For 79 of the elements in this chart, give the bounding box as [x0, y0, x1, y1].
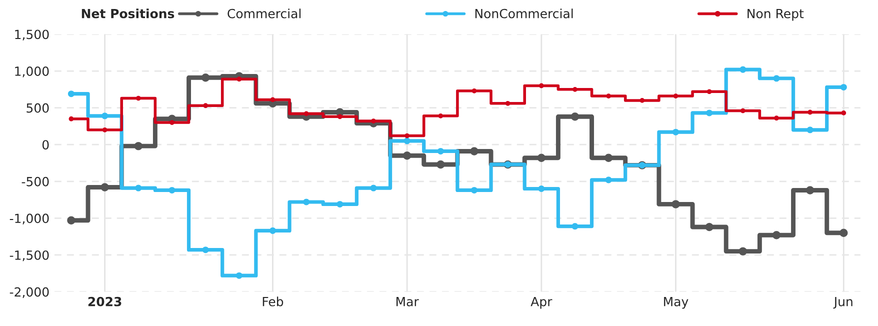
point: [538, 185, 545, 192]
point: [470, 186, 478, 194]
point: [303, 198, 310, 206]
point: [470, 147, 478, 156]
point: [337, 114, 342, 120]
point: [202, 246, 209, 254]
point: [170, 120, 174, 125]
point: [706, 89, 712, 94]
point: [134, 142, 142, 150]
point: [304, 111, 309, 116]
point: [604, 154, 613, 162]
point: [201, 74, 210, 82]
point: [402, 152, 412, 160]
x-tick-label: Feb: [262, 296, 284, 306]
point: [673, 94, 678, 98]
point: [404, 133, 410, 138]
point: [672, 200, 680, 208]
point: [538, 83, 544, 88]
point: [438, 113, 444, 118]
x-tick-label: Apr: [530, 297, 552, 309]
point: [404, 138, 410, 144]
point: [806, 186, 814, 194]
point: [472, 88, 477, 94]
point: [336, 200, 344, 208]
point: [808, 110, 812, 115]
point: [806, 126, 814, 134]
point: [840, 84, 847, 90]
point: [135, 184, 142, 192]
x-tick-label: Mar: [396, 297, 419, 306]
y-tick-label: 1,500: [15, 30, 49, 40]
point: [640, 98, 645, 103]
x-tick-label: 2023: [88, 296, 122, 306]
point: [203, 103, 208, 108]
point: [841, 110, 846, 116]
legend-label: Non Rept: [748, 9, 804, 21]
point: [537, 154, 546, 162]
point: [236, 76, 242, 82]
point: [436, 160, 445, 169]
legend-label: NonCommercial: [475, 8, 573, 18]
point: [236, 272, 242, 279]
point: [67, 216, 76, 224]
point: [102, 112, 108, 120]
x-tick-label: Jun: [833, 297, 852, 309]
y-tick-label: -500: [22, 176, 49, 186]
legend-title: Net Positions: [82, 8, 174, 18]
point: [102, 127, 108, 132]
point: [605, 176, 612, 184]
point: [672, 128, 679, 136]
point: [270, 97, 276, 102]
point: [738, 247, 747, 256]
legend-label: Commercial: [228, 8, 301, 18]
point: [68, 90, 74, 98]
x-tick-label: May: [664, 297, 688, 309]
y-tick-label: -1,500: [10, 250, 49, 262]
y-tick-label: 0: [42, 140, 49, 150]
point: [570, 112, 580, 121]
point: [100, 183, 109, 192]
y-tick-label: 500: [26, 103, 49, 113]
y-tick-label: -2,000: [10, 287, 49, 298]
point: [437, 148, 444, 154]
point: [606, 94, 611, 98]
point: [572, 223, 578, 230]
y-tick-label: 1,000: [15, 66, 49, 78]
point: [370, 184, 377, 192]
point: [840, 228, 848, 237]
point: [740, 108, 746, 114]
point: [772, 231, 781, 240]
point: [740, 66, 746, 73]
point: [505, 100, 510, 106]
point: [136, 96, 141, 101]
point: [269, 227, 276, 234]
point: [706, 110, 713, 116]
point: [168, 186, 176, 194]
point: [68, 116, 74, 122]
y-tick-label: -1,000: [10, 214, 49, 224]
point: [705, 222, 714, 232]
point: [773, 75, 780, 82]
point: [774, 116, 779, 121]
point: [572, 86, 578, 92]
